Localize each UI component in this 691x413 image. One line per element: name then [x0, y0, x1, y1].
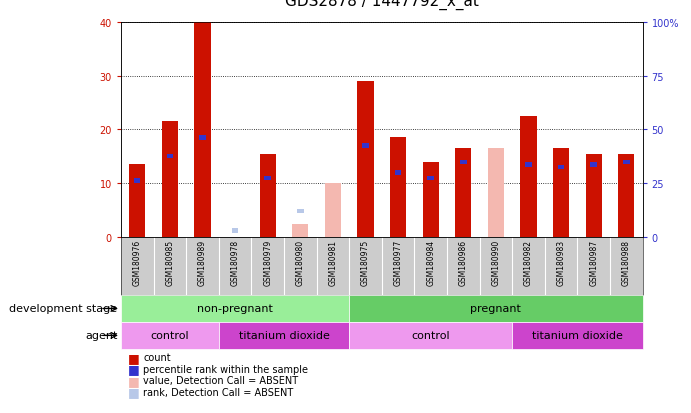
Bar: [428, 176, 434, 180]
Bar: [260, 154, 276, 237]
Bar: [553, 149, 569, 237]
Text: pregnant: pregnant: [471, 304, 521, 314]
Bar: [199, 136, 206, 140]
Bar: [525, 163, 532, 167]
Bar: [357, 82, 374, 237]
Bar: [121, 295, 349, 322]
Bar: [362, 144, 369, 148]
Text: GSM180985: GSM180985: [165, 239, 174, 285]
Bar: [121, 322, 219, 349]
Text: control: control: [151, 330, 189, 341]
Text: GSM180990: GSM180990: [491, 239, 500, 285]
Bar: [455, 149, 471, 237]
Text: rank, Detection Call = ABSENT: rank, Detection Call = ABSENT: [143, 387, 293, 397]
Bar: [162, 122, 178, 237]
Text: titanium dioxide: titanium dioxide: [238, 330, 330, 341]
Bar: [390, 138, 406, 237]
Text: GDS2878 / 1447792_x_at: GDS2878 / 1447792_x_at: [285, 0, 479, 10]
Bar: [618, 154, 634, 237]
Text: control: control: [411, 330, 450, 341]
Text: titanium dioxide: titanium dioxide: [532, 330, 623, 341]
Bar: [219, 322, 349, 349]
Bar: [520, 116, 537, 237]
Text: GSM180980: GSM180980: [296, 239, 305, 285]
Bar: [325, 184, 341, 237]
Bar: [297, 209, 303, 214]
Bar: [349, 322, 512, 349]
Bar: [591, 163, 597, 167]
Text: GSM180979: GSM180979: [263, 239, 272, 285]
Text: GSM180978: GSM180978: [231, 239, 240, 285]
Bar: [395, 171, 401, 175]
Text: development stage: development stage: [10, 304, 117, 314]
Bar: [134, 179, 140, 183]
Bar: [512, 322, 643, 349]
Text: GSM180981: GSM180981: [328, 239, 337, 285]
Text: ■: ■: [128, 374, 140, 387]
Text: ■: ■: [128, 351, 140, 364]
Bar: [558, 166, 565, 170]
Text: GSM180989: GSM180989: [198, 239, 207, 285]
Bar: [349, 295, 643, 322]
Text: GSM180983: GSM180983: [557, 239, 566, 285]
Text: GSM180988: GSM180988: [622, 239, 631, 285]
Text: GSM180976: GSM180976: [133, 239, 142, 285]
Text: GSM180975: GSM180975: [361, 239, 370, 285]
Bar: [194, 23, 211, 237]
Bar: [422, 162, 439, 237]
Bar: [623, 160, 630, 164]
Bar: [585, 154, 602, 237]
Text: count: count: [143, 352, 171, 362]
Text: percentile rank within the sample: percentile rank within the sample: [143, 364, 308, 374]
Text: GSM180987: GSM180987: [589, 239, 598, 285]
Text: GSM180977: GSM180977: [394, 239, 403, 285]
Bar: [167, 155, 173, 159]
Text: ■: ■: [128, 385, 140, 399]
Text: value, Detection Call = ABSENT: value, Detection Call = ABSENT: [143, 375, 298, 385]
Bar: [460, 160, 466, 164]
Text: agent: agent: [85, 330, 117, 341]
Text: GSM180982: GSM180982: [524, 239, 533, 285]
Text: non-pregnant: non-pregnant: [197, 304, 273, 314]
Text: GSM180984: GSM180984: [426, 239, 435, 285]
Text: GSM180986: GSM180986: [459, 239, 468, 285]
Bar: [231, 229, 238, 233]
Bar: [488, 149, 504, 237]
Text: ■: ■: [128, 362, 140, 375]
Bar: [129, 165, 145, 237]
Bar: [292, 224, 308, 237]
Bar: [265, 176, 271, 180]
